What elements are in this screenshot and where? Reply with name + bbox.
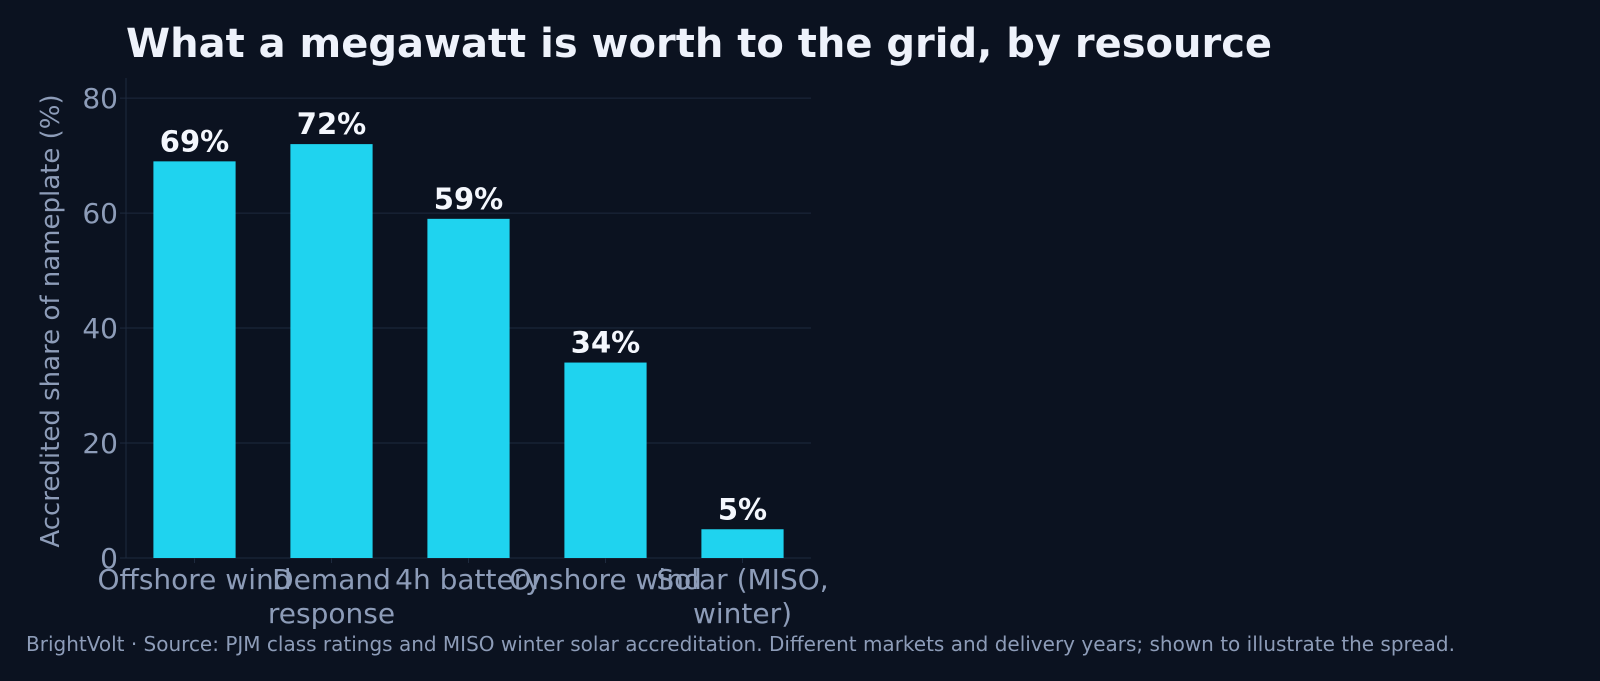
x-tick-label: Offshore wind [97,563,291,596]
x-tick-label: winter) [693,597,792,630]
chart-title: What a megawatt is worth to the grid, by… [126,21,1272,67]
y-tick-label: 0 [100,542,118,575]
bar-value-label: 59% [434,182,503,216]
bar-value-label: 72% [297,107,366,141]
y-tick-labels: 0 20 40 60 80 [82,82,118,575]
bar [290,144,373,558]
bar-value-label: 69% [160,124,229,158]
x-tick-label: response [268,597,395,630]
bars [153,144,784,559]
y-axis-title: Accredited share of nameplate (%) [36,94,66,547]
bar [564,362,647,558]
bar [153,161,236,559]
x-tick-label: Onshore wind [509,563,701,596]
bar [701,529,784,558]
y-tick-label: 60 [82,197,118,230]
bar [427,218,510,558]
bar-value-label: 34% [571,326,640,360]
bar-value-label: 5% [718,492,767,526]
x-tick-label: Demand [272,563,391,596]
x-tick-label: Solar (MISO, [656,563,828,596]
data-labels: 69% 72% 59% 34% 5% [160,107,767,526]
x-tick-label: 4h battery [395,563,542,596]
y-tick-label: 80 [82,82,118,115]
footer-source-note: BrightVolt · Source: PJM class ratings a… [26,632,1455,656]
y-tick-label: 40 [82,312,118,345]
y-tick-label: 20 [82,427,118,460]
